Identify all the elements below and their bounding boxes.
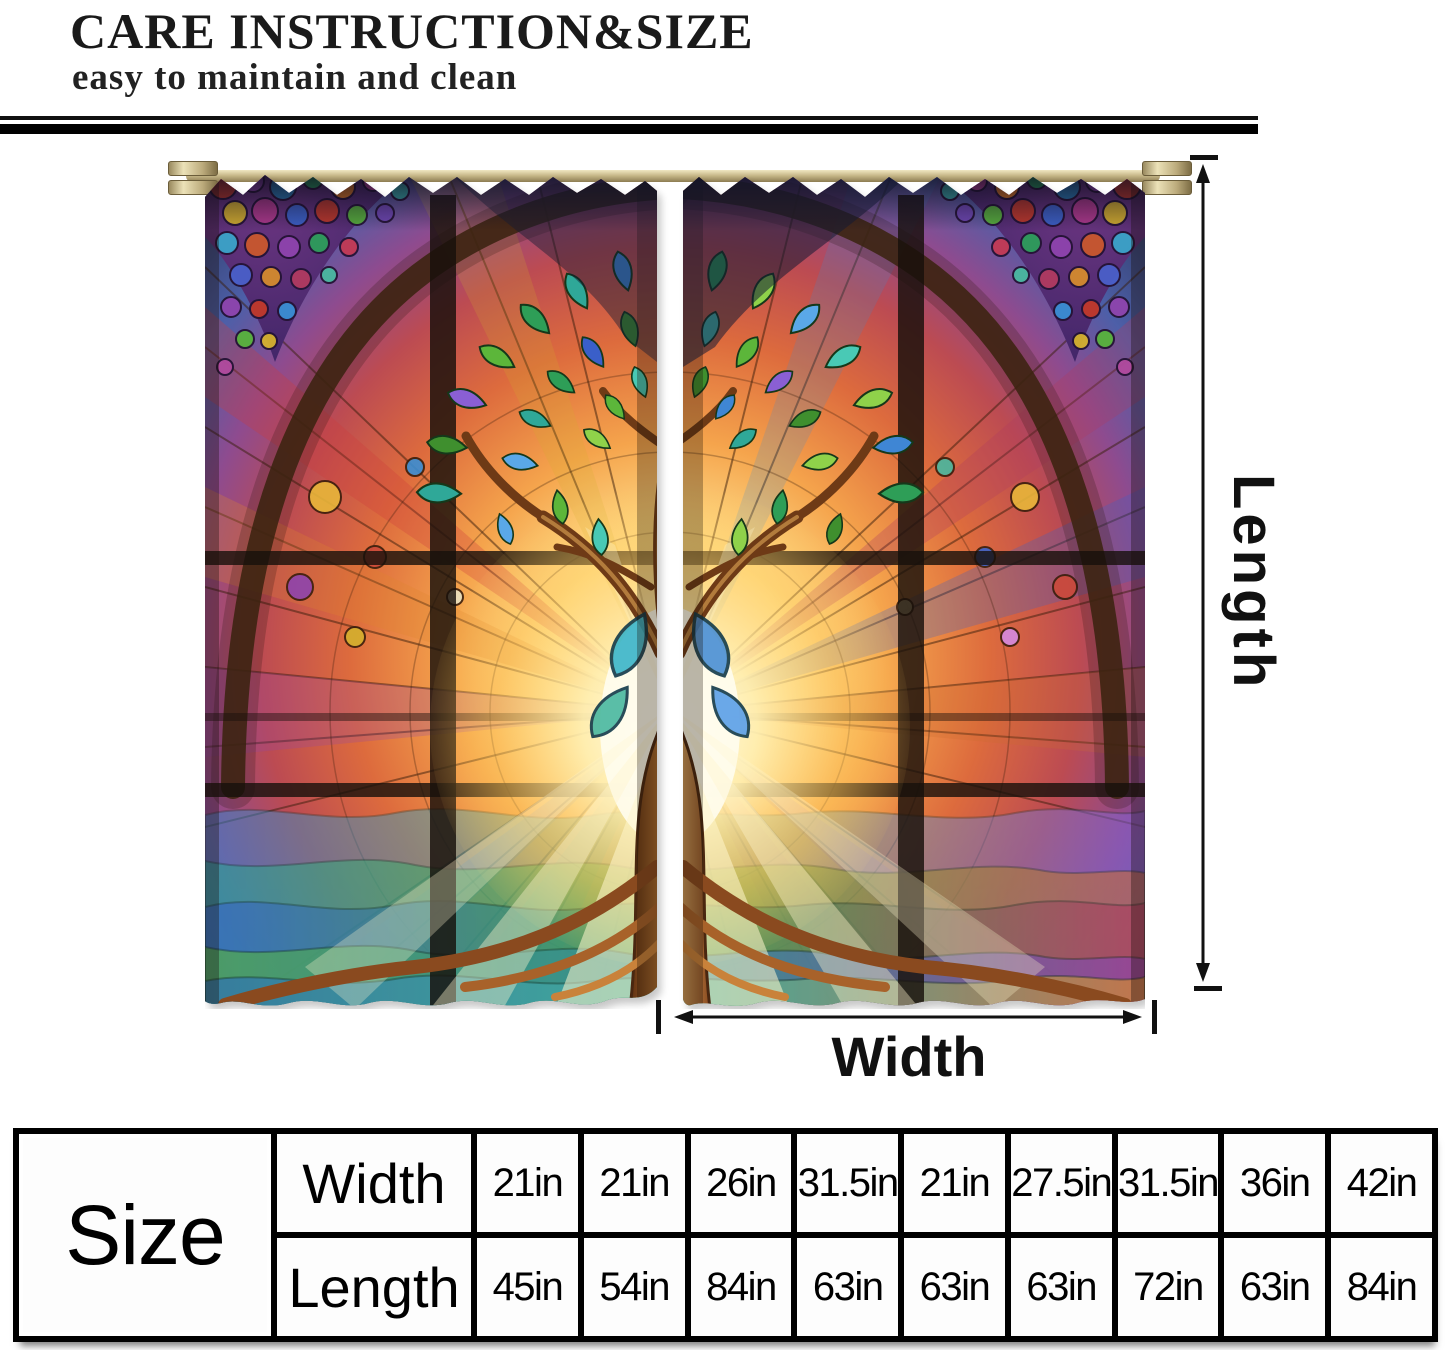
length-value-cell: 84in — [684, 1232, 798, 1342]
length-value-cell: 63in — [898, 1232, 1011, 1342]
length-value-cell: 72in — [1111, 1232, 1225, 1342]
width-value-cell: 42in — [1325, 1128, 1438, 1238]
width-value-cell: 31.5in — [1111, 1128, 1225, 1238]
width-value-cell: 21in — [577, 1128, 691, 1238]
curtain-product-image — [205, 167, 1145, 1009]
length-value-cell: 63in — [1218, 1232, 1332, 1342]
page-subtitle: easy to maintain and clean — [72, 57, 518, 98]
length-label: Length — [1221, 474, 1286, 692]
length-value-cell: 84in — [1325, 1232, 1438, 1342]
length-top-tick — [1190, 155, 1218, 160]
width-value-cell: 36in — [1218, 1128, 1332, 1238]
rod-finial-left — [168, 161, 218, 197]
width-value-cell: 27.5in — [1004, 1128, 1118, 1238]
length-row-header: Length — [271, 1232, 477, 1342]
length-value-cell: 45in — [471, 1232, 584, 1342]
page-title: CARE INSTRUCTION&SIZE — [70, 3, 754, 59]
length-value-cell: 63in — [1004, 1232, 1118, 1342]
width-value-cell: 31.5in — [791, 1128, 905, 1238]
divider-top-rule — [0, 116, 1258, 120]
width-row: Size Width 21in 21in 26in 31.5in 21in 27… — [13, 1128, 1438, 1342]
width-row-header: Width — [271, 1128, 477, 1238]
length-value-cell: 54in — [577, 1232, 691, 1342]
rod-finial-right — [1142, 161, 1192, 197]
width-value-cell: 21in — [471, 1128, 584, 1238]
width-value-cell: 26in — [684, 1128, 798, 1238]
size-chart-table: Size Width 21in 21in 26in 31.5in 21in 27… — [13, 1128, 1438, 1342]
curtain-rod — [186, 170, 1160, 182]
width-right-tick — [1152, 1000, 1157, 1034]
width-value-cell: 21in — [898, 1128, 1011, 1238]
size-corner-cell: Size — [13, 1128, 277, 1342]
length-arrow — [1190, 155, 1222, 991]
length-row: Length 45in 54in 84in 63in 63in 63in 72i… — [16, 1232, 1438, 1342]
width-label: Width — [831, 1025, 987, 1088]
length-bottom-tick — [1194, 986, 1222, 991]
divider-bottom-rule — [0, 124, 1258, 134]
length-value-cell: 63in — [791, 1232, 905, 1342]
